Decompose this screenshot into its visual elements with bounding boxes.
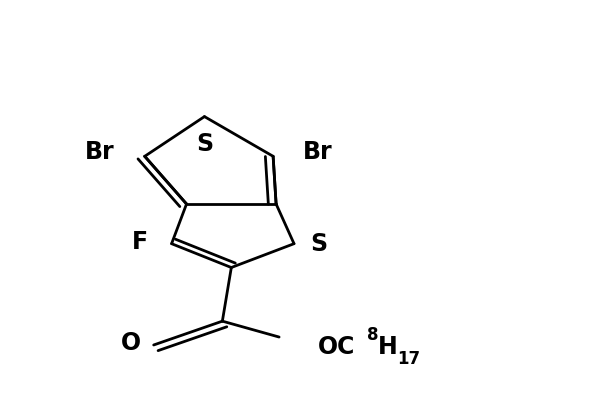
Text: OC: OC bbox=[318, 335, 355, 359]
Text: F: F bbox=[131, 230, 148, 254]
Text: S: S bbox=[311, 232, 328, 256]
Text: Br: Br bbox=[303, 140, 332, 164]
Text: 8: 8 bbox=[367, 326, 379, 344]
Text: H: H bbox=[377, 335, 397, 359]
Text: 17: 17 bbox=[397, 350, 420, 368]
Text: Br: Br bbox=[85, 140, 115, 164]
Text: O: O bbox=[121, 331, 140, 355]
Text: S: S bbox=[196, 132, 213, 156]
